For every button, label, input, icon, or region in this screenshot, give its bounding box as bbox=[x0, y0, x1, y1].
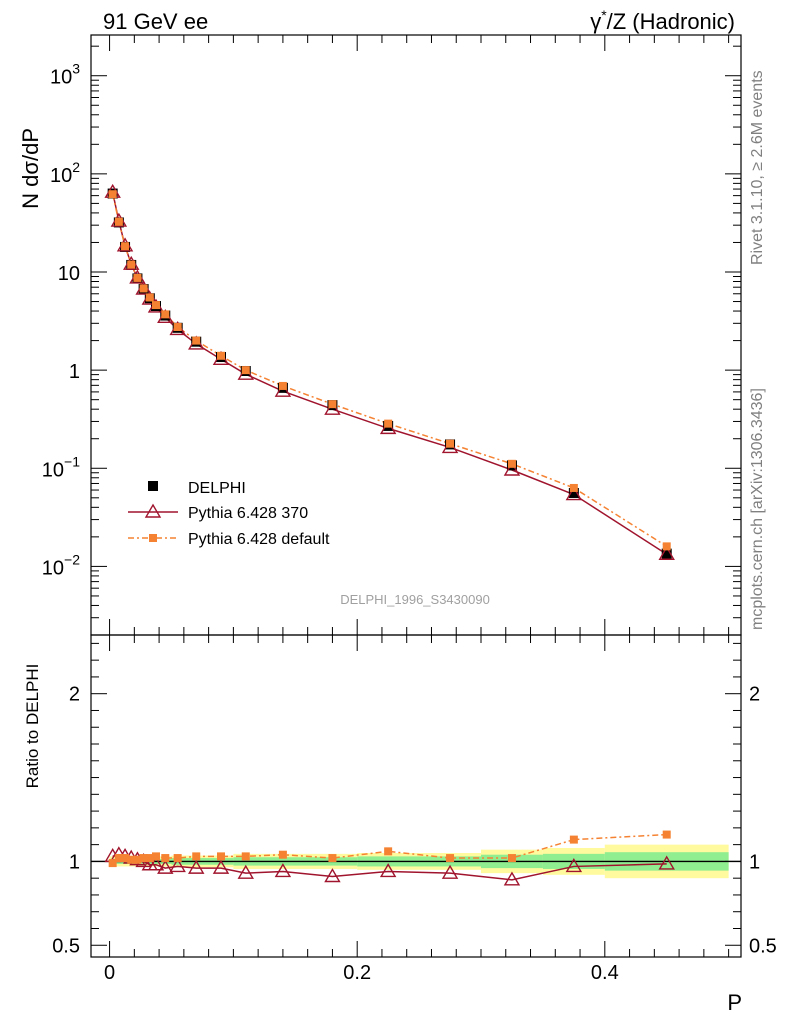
ratio-point-pythia-default bbox=[192, 852, 201, 861]
ratio-x-tick-label: 0.4 bbox=[591, 962, 619, 984]
legend-label-pythia-default: Pythia 6.428 default bbox=[188, 531, 330, 548]
point-pythia-default bbox=[121, 242, 130, 251]
ratio-point-pythia-default bbox=[278, 850, 287, 859]
point-pythia-default bbox=[161, 310, 170, 319]
point-pythia-default bbox=[507, 459, 516, 468]
ratio-point-pythia-370 bbox=[237, 864, 254, 879]
ratio-point-pythia-370 bbox=[169, 858, 186, 873]
legend-label-delphi: DELPHI bbox=[188, 480, 246, 497]
main-panel-series bbox=[104, 183, 675, 560]
point-pythia-default bbox=[127, 260, 136, 269]
ratio-panel-series bbox=[104, 830, 675, 886]
ratio-point-pythia-default bbox=[121, 854, 130, 863]
point-pythia-default bbox=[662, 542, 671, 551]
ratio-x-tick-label: 0.2 bbox=[343, 962, 371, 984]
ratio-point-pythia-default bbox=[114, 854, 123, 863]
ratio-point-pythia-default bbox=[152, 852, 160, 861]
ratio-point-pythia-370 bbox=[212, 859, 230, 874]
main-y-tick-label: 10−1 bbox=[42, 453, 80, 481]
ratio-panel-ticks: 0 0.2 0.4 0.5 0.5 1 1 2 2 bbox=[52, 635, 777, 984]
ratio-point-pythia-default bbox=[384, 847, 393, 856]
point-pythia-default bbox=[145, 293, 154, 302]
ratio-point-pythia-default bbox=[145, 854, 154, 863]
header-left-label: 91 GeV ee bbox=[103, 9, 208, 34]
ratio-y-axis-title: Ratio to DELPHI bbox=[23, 664, 42, 789]
point-pythia-default bbox=[133, 273, 142, 282]
x-axis-title: P bbox=[727, 990, 742, 1015]
ratio-point-pythia-default bbox=[328, 854, 337, 863]
ratio-point-pythia-370 bbox=[658, 855, 675, 870]
ratio-point-pythia-default bbox=[446, 854, 455, 863]
ratio-point-pythia-370 bbox=[441, 864, 459, 879]
point-pythia-370 bbox=[274, 382, 292, 397]
legend-marker-pythia-370 bbox=[144, 503, 162, 518]
point-pythia-default bbox=[139, 284, 148, 293]
main-y-tick-label: 10 bbox=[58, 263, 80, 285]
point-pythia-default bbox=[108, 190, 117, 199]
point-pythia-370 bbox=[565, 486, 583, 501]
legend-label-pythia-370: Pythia 6.428 370 bbox=[188, 505, 308, 522]
ratio-point-pythia-370 bbox=[503, 871, 521, 886]
ratio-y-tick-label-right: 1 bbox=[749, 851, 760, 873]
series-line-pythia-370 bbox=[111, 192, 668, 555]
point-pythia-default bbox=[384, 419, 393, 428]
point-pythia-default bbox=[569, 483, 578, 492]
ratio-point-pythia-370 bbox=[274, 863, 292, 878]
ratio-point-pythia-default bbox=[507, 854, 516, 863]
point-pythia-default bbox=[152, 301, 160, 310]
point-pythia-370 bbox=[324, 400, 341, 415]
point-pythia-370 bbox=[503, 461, 521, 476]
ratio-point-pythia-default bbox=[662, 830, 671, 839]
ratio-x-tick-label: 0 bbox=[104, 962, 115, 984]
point-delphi bbox=[661, 548, 672, 559]
ratio-point-pythia-370 bbox=[379, 863, 397, 878]
main-y-tick-label: 10−2 bbox=[42, 551, 80, 579]
main-y-tick-label: 103 bbox=[50, 61, 80, 89]
mcplots-credit-label: mcplots.cern.ch [arXiv:1306.3436] bbox=[749, 388, 766, 630]
point-pythia-default bbox=[217, 351, 225, 360]
ratio-point-pythia-default bbox=[133, 855, 142, 864]
ratio-y-tick-label-left: 1 bbox=[69, 851, 80, 873]
ratio-y-tick-label-left: 2 bbox=[69, 684, 80, 706]
point-pythia-370 bbox=[658, 545, 675, 560]
ratio-y-tick-label-right: 0.5 bbox=[749, 935, 777, 957]
point-pythia-default bbox=[278, 381, 287, 390]
point-pythia-default bbox=[173, 323, 182, 332]
main-y-tick-label: 102 bbox=[50, 159, 80, 187]
ratio-point-pythia-370 bbox=[324, 868, 341, 883]
analysis-watermark: DELPHI_1996_S3430090 bbox=[340, 592, 490, 607]
main-y-axis-title: N dσ/dP bbox=[18, 128, 43, 209]
ratio-y-tick-label-right: 2 bbox=[749, 684, 760, 706]
ratio-point-pythia-370 bbox=[157, 859, 174, 874]
ratio-panel-frame bbox=[90, 634, 742, 958]
ratio-y-tick-label-left: 0.5 bbox=[52, 935, 80, 957]
point-delphi bbox=[568, 487, 579, 498]
ratio-point-pythia-default bbox=[241, 852, 250, 861]
ratio-point-pythia-default bbox=[161, 854, 170, 863]
ratio-point-pythia-default bbox=[139, 854, 148, 863]
ratio-point-pythia-default bbox=[108, 859, 117, 868]
header-right-label: γ*/Z (Hadronic) bbox=[590, 7, 735, 34]
ratio-point-pythia-default bbox=[217, 852, 225, 861]
rivet-version-label: Rivet 3.1.10, ≥ 2.6M events bbox=[749, 70, 766, 265]
point-pythia-default bbox=[446, 439, 455, 448]
point-pythia-default bbox=[192, 336, 201, 345]
ratio-point-pythia-370 bbox=[188, 859, 205, 874]
legend-marker-pythia-default bbox=[149, 534, 157, 542]
ratio-point-pythia-default bbox=[569, 835, 578, 844]
main-panel-ticks: 10−2 10−1 1 10 102 103 bbox=[42, 35, 741, 636]
point-pythia-default bbox=[328, 400, 337, 409]
point-pythia-default bbox=[241, 366, 250, 375]
ratio-point-pythia-370 bbox=[565, 858, 583, 873]
point-pythia-default bbox=[114, 217, 123, 226]
legend-marker-delphi bbox=[148, 481, 158, 491]
ratio-point-pythia-default bbox=[173, 854, 182, 863]
ratio-point-pythia-default bbox=[127, 855, 136, 864]
ratio-point-pythia-370 bbox=[147, 856, 165, 871]
legend: DELPHI Pythia 6.428 370 Pythia 6.428 def… bbox=[128, 480, 330, 548]
main-y-tick-label: 1 bbox=[69, 361, 80, 383]
